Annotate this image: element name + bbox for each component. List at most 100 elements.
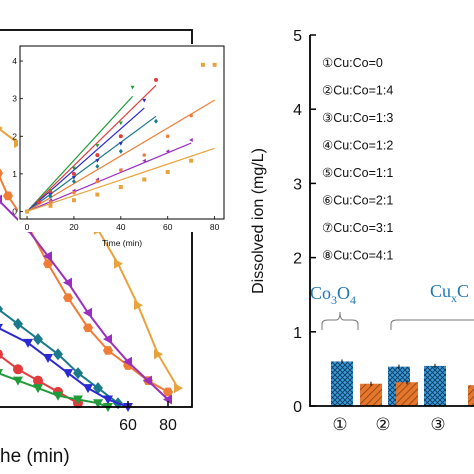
- inset-series-2-point: [154, 77, 158, 82]
- inset-x-tick-label: 20: [69, 222, 79, 232]
- inset-y-tick-label: 2: [12, 131, 17, 141]
- left-series-2-point: [3, 191, 13, 201]
- left-series-2-point: [63, 293, 73, 303]
- left-series-6-point: [13, 364, 23, 375]
- inset-series-7-point: [95, 192, 100, 197]
- inset-series-7-point: [118, 185, 123, 190]
- inset-fit-line-4: [26, 115, 157, 212]
- inset-y-tick-label: 4: [12, 56, 17, 66]
- left-series-7-point: [13, 376, 23, 386]
- legend-entry: ⑧Cu:Co=4:1: [322, 249, 393, 263]
- left-series-2-point: [103, 346, 113, 355]
- co-bar: [424, 365, 446, 406]
- left-x-tick-label: 60: [119, 417, 137, 434]
- left-series-5-point: [0, 323, 3, 330]
- co3o4-bracket: [321, 311, 359, 330]
- inset-series-7-point: [212, 62, 217, 67]
- x-category-label: ③: [430, 415, 445, 434]
- left-series-1-point: [114, 258, 123, 269]
- inset-series-6-point: [71, 190, 76, 195]
- co-bar: [331, 361, 353, 406]
- inset-fit-line-7: [26, 147, 215, 213]
- inset-series-3-point: [71, 176, 76, 180]
- inset-series-3-point: [95, 159, 100, 163]
- right-y-tick-label: 0: [293, 399, 302, 416]
- left-series-4-point: [33, 333, 43, 346]
- legend-entry: ②Cu:Co=1:4: [322, 84, 393, 98]
- left-series-2-point: [43, 259, 53, 269]
- left-series-3-point: [63, 277, 72, 288]
- inset-series-3-point: [142, 98, 147, 103]
- inset-series-2-point: [95, 153, 100, 158]
- inset-fit-lines: [26, 84, 215, 213]
- inset-x-tick-label: 60: [163, 222, 173, 232]
- left-series-7-point: [0, 369, 3, 375]
- left-series-1-point: [154, 349, 163, 360]
- inset-series-5-point: [165, 149, 170, 154]
- inset-series-7-point: [142, 177, 147, 182]
- left-series-5-point: [103, 395, 113, 405]
- left-series-6-point: [0, 349, 3, 359]
- left-series-7-point: [73, 395, 83, 405]
- co3o4-annotation: Co3O4: [310, 283, 356, 307]
- inset-panel: 0 20 40 60 80 0 1 2 3 4 Time (min): [12, 44, 226, 248]
- right-axes: [309, 35, 474, 407]
- inset-series-3-point: [118, 142, 123, 146]
- inset-series-1-point: [130, 85, 135, 90]
- inset-series-6-point: [118, 168, 123, 172]
- inset-ticks: 0 20 40 60 80 0 1 2 3 4: [12, 56, 219, 232]
- inset-series-2-point: [36, 200, 41, 205]
- inset-series-7-point: [189, 158, 194, 163]
- right-y-tick-label: 3: [293, 176, 302, 193]
- left-series-5-point: [83, 384, 93, 394]
- left-series-7-point: [93, 399, 103, 409]
- left-main-x-axis-label: he (min): [0, 446, 70, 467]
- left-series-6-point: [33, 375, 43, 386]
- left-series-3-point: [163, 394, 172, 405]
- left-series-5-point: [63, 369, 73, 379]
- left-series-4-point: [53, 348, 63, 361]
- right-y-tick-label: 1: [293, 325, 302, 342]
- right-y-axis-label: Dissolved ion (mg/L): [250, 148, 267, 294]
- left-series-4-point: [0, 305, 3, 313]
- inset-series-2-point: [71, 171, 76, 176]
- legend-entry: ⑤Cu:Co=1:1: [322, 166, 393, 180]
- left-series-3-point: [43, 251, 52, 262]
- left-series-3-point: [83, 307, 92, 318]
- legend-entry: ③Cu:Co=1:3: [322, 111, 393, 125]
- cu-bar: [396, 382, 418, 406]
- inset-fit-line-3: [26, 107, 145, 212]
- inset-series-5-point: [142, 158, 146, 163]
- right-x-categories: ① ② ③: [332, 415, 445, 434]
- left-series-2-point: [83, 323, 93, 333]
- inset-x-axis-label: Time (min): [102, 238, 142, 248]
- cuxco-annotation: CuxC: [430, 281, 469, 305]
- left-series-7-point: [53, 391, 63, 401]
- left-series-7-point: [33, 384, 43, 394]
- inset-x-tick-label: 40: [116, 222, 126, 232]
- inset-x-tick-label: 0: [25, 222, 30, 232]
- left-series-3-point: [0, 194, 2, 205]
- inset-series-6-point: [48, 200, 53, 204]
- inset-y-tick-label: 1: [12, 169, 17, 179]
- legend-entry: ⑥Cu:Co=2:1: [322, 194, 393, 208]
- inset-series-4-point: [71, 178, 76, 184]
- right-legend: ①Cu:Co=0 ②Cu:Co=1:4 ③Cu:Co=1:3 ④Cu:Co=1:2 ⑤C…: [322, 56, 393, 263]
- inset-series-5-point: [189, 138, 193, 143]
- right-y-tick-label: 5: [293, 28, 302, 45]
- right-bars: [331, 359, 474, 406]
- inset-y-tick-label: 0: [12, 206, 17, 216]
- legend-entry: ①Cu:Co=0: [322, 56, 383, 70]
- inset-fit-line-2: [26, 84, 157, 212]
- left-main-x-ticks: 60 80: [119, 401, 177, 434]
- legend-entry: ④Cu:Co=1:2: [322, 139, 393, 153]
- inset-x-tick-label: 80: [210, 222, 220, 232]
- inset-series-7-point: [48, 203, 53, 208]
- x-category-label: ②: [375, 415, 390, 434]
- left-series-2-point: [0, 168, 3, 178]
- left-x-tick-label: 80: [159, 417, 177, 434]
- inset-fit-line-6: [26, 99, 215, 212]
- inset-series-4-point: [118, 148, 123, 154]
- left-series-4-point: [73, 367, 83, 380]
- left-series-5-point: [23, 338, 33, 348]
